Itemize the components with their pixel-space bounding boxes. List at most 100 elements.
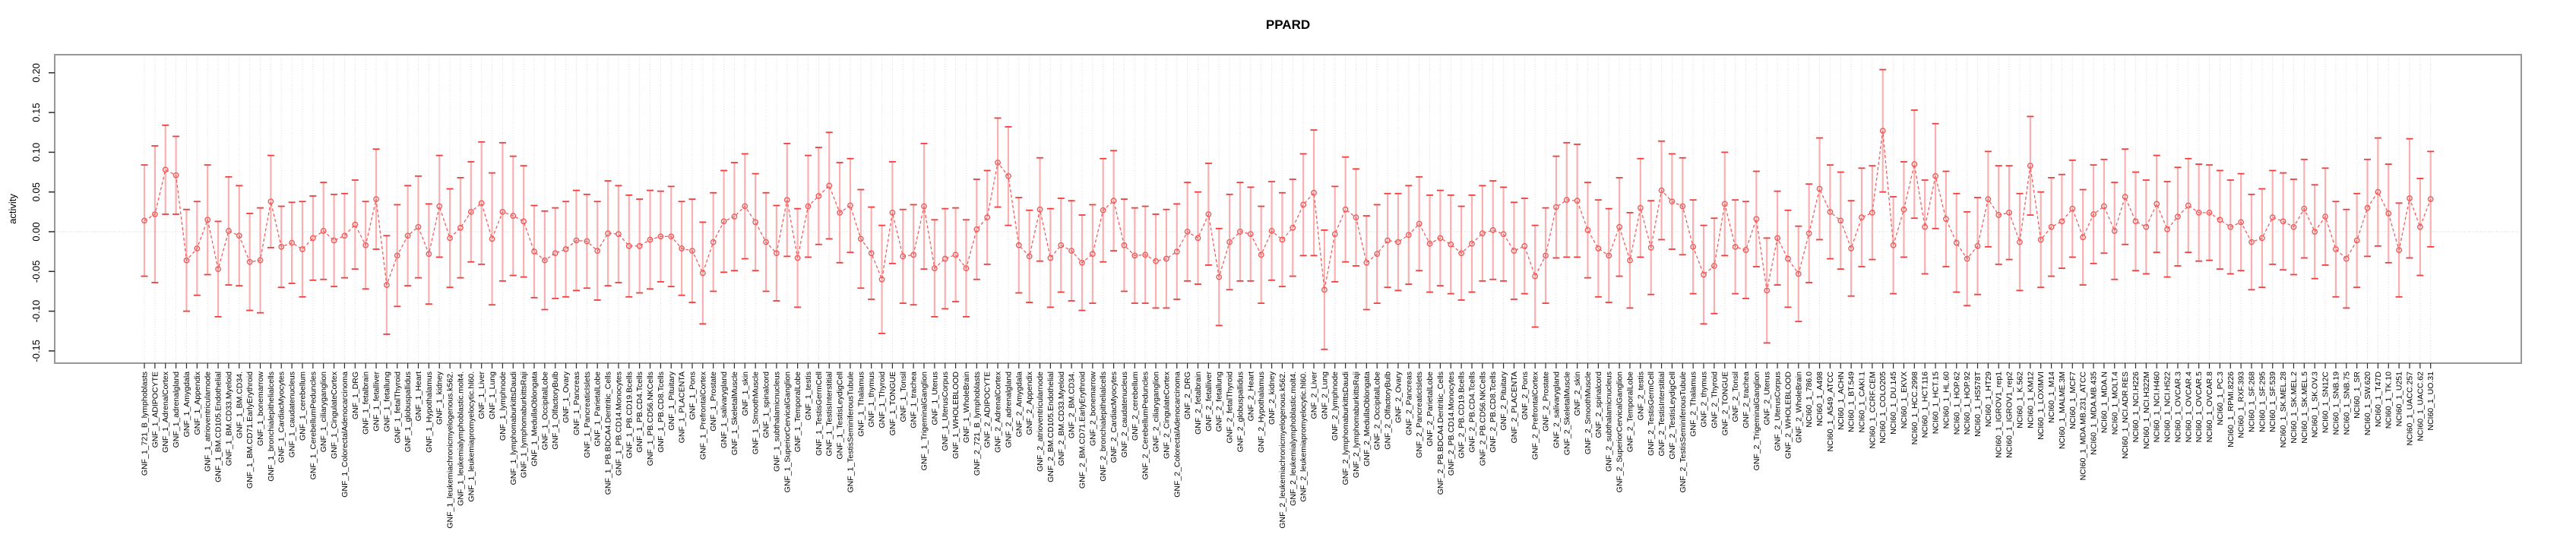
x-tick-label: GNF_1_TestisSeminiferousTubule (846, 372, 855, 493)
x-tick-label: GNF_2_PancreaticIslets (1415, 372, 1424, 458)
data-point (2017, 239, 2023, 245)
data-point (752, 219, 759, 226)
data-point (1005, 172, 1011, 179)
x-tick-label: GNF_1_PB.CD56.NKCells (646, 372, 655, 466)
data-point (1142, 251, 1149, 258)
x-tick-label: GNF_1_AdrenalCortex (161, 371, 170, 453)
x-tick-label: GNF_2_fetalliver (1204, 371, 1214, 431)
data-point (1195, 235, 1201, 242)
x-tick-label: NCI60_1_HT29 (1984, 372, 1993, 427)
data-point (2280, 218, 2286, 225)
x-tick-label: NCI60_1_NCI.H460 (2153, 372, 2162, 443)
x-tick-label: GNF_1_fetalbrain (362, 372, 371, 435)
data-point (1500, 231, 1507, 238)
data-point (299, 246, 305, 252)
data-point (941, 255, 948, 262)
data-point (2195, 209, 2202, 216)
data-point (2175, 213, 2181, 220)
data-point (573, 237, 580, 244)
x-tick-label: GNF_1_lymphomaburkittsDaudi (509, 372, 518, 485)
x-tick-label: GNF_1_Appendix (193, 371, 202, 435)
data-point (1311, 189, 1317, 196)
x-tick-label: NCI60_1_MOLT.4 (2110, 372, 2119, 435)
data-point (510, 213, 517, 219)
data-point (194, 245, 201, 251)
x-tick-label: NCI60_1_NCI.ADR.RES (2121, 372, 2130, 459)
data-point (1532, 273, 1539, 280)
data-point (1374, 251, 1381, 258)
x-tick-label: GNF_1_OlfactoryBulb (551, 372, 560, 450)
x-tick-label: GNF_1_atrioventricularnode (204, 372, 213, 472)
x-tick-label: GNF_2_BM.CD34. (1068, 372, 1077, 438)
data-point (1785, 255, 1791, 262)
data-point (1163, 255, 1169, 262)
x-tick-label: GNF_2_WHOLEBLOOD (1783, 372, 1793, 459)
x-tick-label: NCI60_1_MDA.N (2100, 372, 2109, 433)
data-point (2238, 219, 2245, 226)
x-tick-label: GNF_2_fetalThyroid (1226, 372, 1235, 444)
data-point (1511, 248, 1517, 255)
data-point (2132, 218, 2139, 225)
x-tick-label: NCI60_1_SNB.19 (2331, 372, 2340, 435)
data-point (1268, 228, 1275, 234)
x-tick-label: NCI60_1_SF.268 (2248, 372, 2257, 432)
x-tick-label: GNF_1_DRG (351, 372, 360, 419)
x-tick-label: GNF_2_DRG (1183, 372, 1192, 419)
x-tick-label: GNF_2_adrenalgland (1004, 372, 1013, 448)
x-tick-label: GNF_2_Heart (1246, 372, 1255, 421)
data-point (1574, 198, 1581, 204)
plot-area: 0.20 0.15 0.10 0.05 0.00 -0.05 -0.10 -0.15 GNF_1… (30, 54, 2522, 529)
x-tick-label: GNF_1_PancreaticIslets (583, 372, 592, 458)
x-tick-label: NCI60_1_SK.OV.3 (2311, 372, 2320, 438)
x-tick-label: GNF_2_ciliaryganglion (1152, 372, 1161, 452)
x-tick-label: GNF_1_globuspallidus (403, 372, 413, 452)
data-point (1848, 245, 1855, 251)
x-tick-label: NCI60_1_EKVX (1900, 372, 1909, 428)
data-point (1290, 224, 1296, 231)
data-point (2090, 211, 2097, 217)
x-tick-label: GNF_1_ParietalLobe (593, 372, 603, 447)
data-point (1911, 161, 1918, 167)
data-point (1036, 206, 1043, 213)
data-point (1816, 185, 1823, 192)
data-point (794, 255, 801, 261)
data-point (331, 237, 337, 244)
data-point (657, 233, 664, 240)
data-point (731, 213, 738, 220)
data-point (921, 203, 927, 210)
data-point (236, 232, 242, 239)
x-tick-label: NCI60_1_HOP.92 (1963, 372, 1972, 435)
x-tick-label: GNF_1_leukemialymphoblastic.molt4. (456, 372, 465, 506)
data-point (984, 214, 991, 221)
x-tick-label: GNF_2_kidney (1267, 371, 1277, 425)
data-point (320, 228, 327, 234)
x-tick-label: GNF_2_TrigeminalGanglion (1752, 372, 1761, 470)
data-point (2080, 234, 2087, 241)
data-point (679, 245, 685, 251)
data-point (910, 251, 917, 258)
x-tick-label: NCI60_1_BT.549 (1847, 372, 1856, 432)
x-tick-label: NCI60_1_MDA.MB.435 (2090, 372, 2099, 455)
x-tick-label: GNF_1_leukemiapromyelocytic.hl60. (467, 372, 476, 502)
data-point (1416, 220, 1422, 227)
x-tick-label: NCI60_1_SNB.75 (2342, 372, 2351, 435)
x-tick-label: GNF_2_SmoothMuscle (1584, 372, 1593, 454)
x-tick-label: GNF_2_OlfactoryBulb (1384, 372, 1393, 450)
data-point (837, 209, 843, 216)
data-point (1258, 251, 1264, 258)
x-tick-label: GNF_2_721_B_lymphoblasts (973, 372, 982, 476)
data-point (1047, 255, 1054, 261)
x-tick-label: GNF_2_WholeBrain (1794, 372, 1803, 443)
x-tick-label: NCI60_1_K.562 (2015, 372, 2024, 428)
data-point (1774, 235, 1780, 242)
data-point (162, 166, 169, 173)
data-point (783, 197, 790, 204)
data-point (720, 218, 727, 225)
x-tick-label: GNF_1_ciliaryganglion (319, 372, 328, 452)
x-tick-label: GNF_1_WHOLEBLOOD (951, 372, 960, 459)
x-tick-label: NCI60_1_NCI.H322M (2142, 372, 2151, 449)
x-tick-label: NCI60_1_TK.10 (2385, 372, 2394, 428)
x-tick-label: NCI60_1_LOXIMVI (2036, 372, 2046, 440)
x-tick-label: GNF_1_trachea (910, 372, 919, 428)
x-tick-label: GNF_1_PLACENTA (678, 372, 687, 443)
